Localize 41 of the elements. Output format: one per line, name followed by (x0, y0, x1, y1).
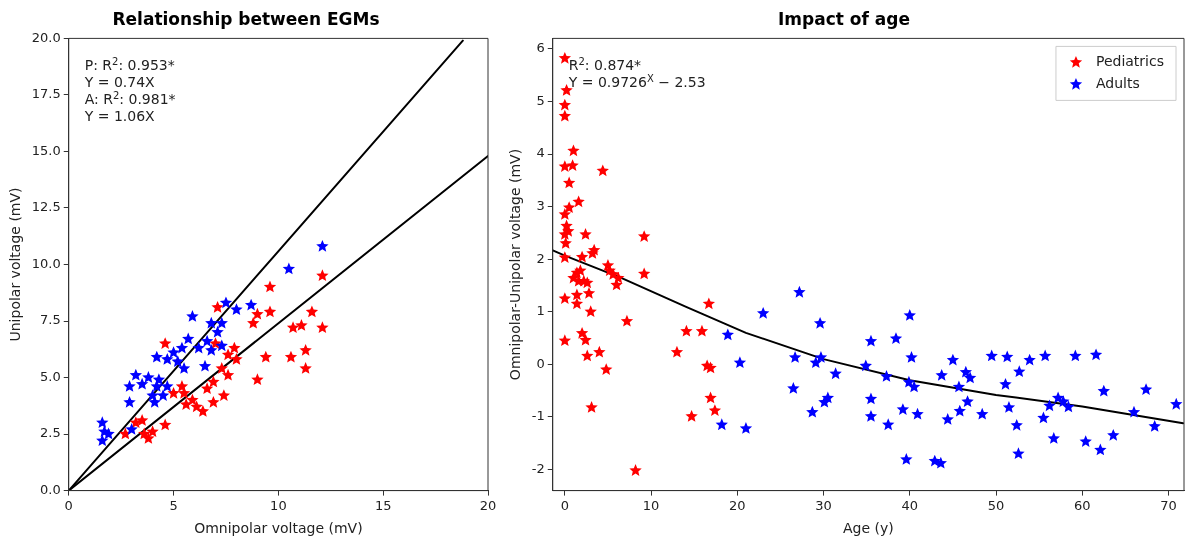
y-tick-label: 2.5 (40, 425, 61, 441)
y-tick-label: 3 (536, 198, 545, 214)
y-axis-title: Unipolar voltage (mV) (7, 187, 24, 342)
y-tick-label: 0 (536, 355, 545, 371)
x-tick-label: 15 (374, 497, 392, 513)
y-axis-title: Omnipolar-Unipolar voltage (mV) (507, 148, 524, 381)
chart-title: Relationship between EGMs (112, 8, 380, 29)
x-tick-label: 20 (729, 497, 746, 513)
legend-label: Pediatrics (1095, 53, 1165, 70)
y-tick-label: 17.5 (31, 86, 61, 102)
y-tick-label: 1 (536, 303, 545, 319)
x-tick-label: 70 (1160, 497, 1177, 513)
chart-title: Impact of age (778, 8, 910, 29)
annotation: Y = 1.06X (83, 108, 156, 125)
y-tick-label: 12.5 (31, 199, 61, 215)
y-tick-label: 2 (536, 250, 545, 266)
y-tick-label: 5 (536, 92, 545, 108)
y-tick-label: 0.0 (40, 481, 61, 497)
y-tick-label: 10.0 (31, 255, 61, 271)
x-tick-label: 0 (560, 497, 569, 513)
legend-label: Adults (1095, 75, 1140, 92)
y-tick-label: 7.5 (40, 312, 61, 328)
x-tick-label: 40 (901, 497, 919, 513)
y-tick-label: 6 (536, 40, 545, 56)
y-tick-label: 5.0 (40, 368, 61, 384)
x-tick-label: 10 (642, 497, 660, 513)
x-axis-title: Age (y) (843, 520, 894, 537)
x-tick-label: 30 (815, 497, 832, 513)
x-axis-title: Omnipolar voltage (mV) (194, 520, 363, 537)
x-tick-label: 50 (987, 497, 1005, 513)
y-tick-label: -2 (531, 460, 545, 476)
y-tick-label: 20.0 (31, 29, 61, 45)
y-tick-label: -1 (531, 408, 545, 424)
x-tick-label: 20 (479, 497, 497, 513)
x-tick-label: 0 (64, 497, 73, 513)
annotation: Y = 0.74X (83, 74, 156, 91)
y-tick-label: 4 (536, 145, 545, 161)
x-tick-label: 60 (1073, 497, 1091, 513)
x-tick-label: 5 (169, 497, 178, 513)
x-tick-label: 10 (270, 497, 287, 513)
y-tick-label: 15.0 (31, 142, 61, 158)
